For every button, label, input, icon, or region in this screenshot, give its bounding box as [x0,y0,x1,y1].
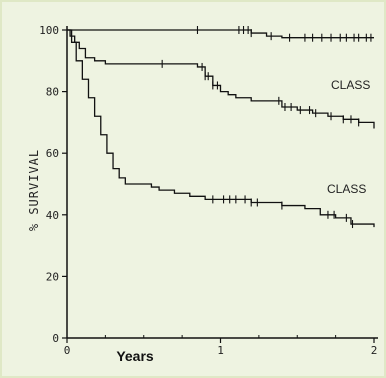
y-tick-label: 40 [46,209,59,222]
y-tick-label: 0 [52,332,59,345]
series-layer [67,26,375,229]
series-1-line [67,29,374,39]
series-3-line [67,29,375,228]
annotation-class-1: CLASS [331,78,370,92]
x-tick-label: 1 [217,344,224,357]
x-tick-label: 0 [64,344,71,357]
x-axis-label: Years [116,348,154,364]
axes: 0 20 40 60 80 100 0 1 2 [39,24,378,357]
x-tick-label: 2 [371,344,378,357]
series-2-line [67,29,375,129]
y-tick-label: 20 [46,270,59,283]
y-tick-label: 100 [39,24,59,37]
annotation-class-2: CLASS [327,182,366,196]
y-tick-label: 60 [46,147,59,160]
y-axis-label: % SURVIVAL [27,149,41,231]
y-tick-label: 80 [46,86,59,99]
